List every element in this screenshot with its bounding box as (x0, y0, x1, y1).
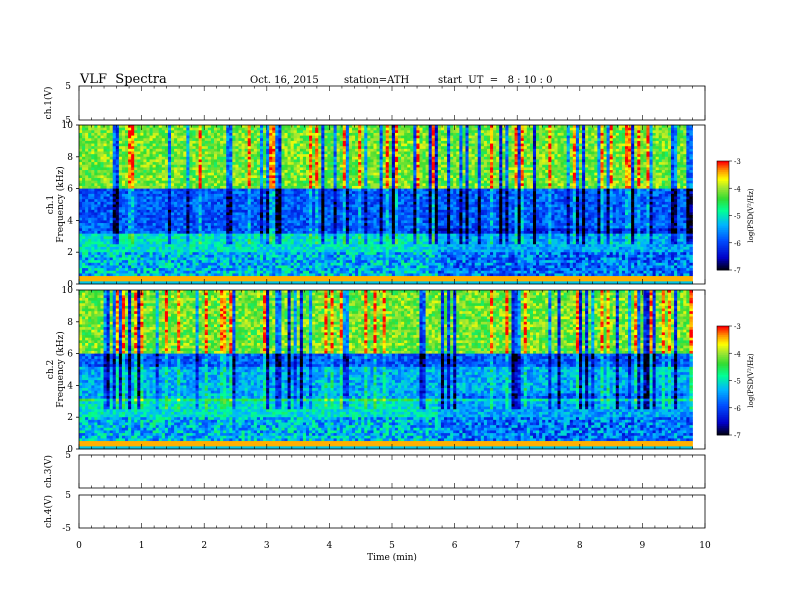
ch1-ytick-label: -5 (62, 116, 71, 126)
station-label: station=ATH (344, 75, 409, 86)
ch2-ytick-label: 6 (67, 350, 73, 360)
ch4-panel-frame (78, 494, 706, 529)
ch2-ylabel-2: Frequency (kHz) (55, 331, 66, 408)
ch1-colorbar-label: -5 (734, 213, 741, 221)
ch2-colorbar-label: -3 (734, 323, 741, 331)
xtick-label: 8 (577, 541, 583, 551)
ch2-ylabel: ch.2 (46, 360, 56, 379)
ch2-colorbar-label: -7 (734, 432, 741, 440)
xtick-label: 5 (389, 541, 395, 551)
ch4-ylabel: ch.4(V) (43, 495, 54, 528)
ch1-panel-frame (78, 85, 706, 121)
ch1-ytick-label: 10 (62, 121, 74, 131)
ch1-ytick-label: 5 (65, 82, 71, 92)
xtick-label: 9 (640, 541, 646, 551)
ch2-spectrogram (79, 290, 693, 450)
xtick-label: 4 (327, 541, 333, 551)
ch1-ytick-label: 2 (67, 248, 73, 258)
ch2-ytick-label: 4 (67, 381, 73, 391)
ch1-colorbar-title: log(PSD(V²/Hz) (747, 188, 755, 243)
ch4-ytick-label: -5 (62, 524, 71, 534)
ch1-colorbar-label: -4 (734, 185, 741, 193)
ch4-ytick-label: 5 (65, 491, 71, 501)
ch2-ytick-label: 8 (67, 318, 73, 328)
ch1-colorbar (717, 161, 729, 271)
ch2-colorbar-label: -4 (734, 350, 741, 358)
ch2-ytick-label: 10 (62, 286, 74, 296)
xtick-label: 7 (514, 541, 520, 551)
ch1-ytick-label: 0 (67, 280, 73, 290)
xtick-label: 2 (201, 541, 207, 551)
ch3-ylabel: ch.3(V) (43, 455, 54, 488)
ch2-ytick-label: 2 (67, 413, 73, 423)
ch1-ytick-label: 6 (67, 185, 73, 195)
xtick-label: 0 (76, 541, 82, 551)
xtick-label: 6 (452, 541, 458, 551)
ch1-ylabel: ch.1 (46, 195, 56, 214)
ch1-colorbar-label: -6 (734, 240, 741, 248)
ch1-ylabel-2: Frequency (kHz) (55, 166, 66, 243)
ch1-ylabel: ch.1(V) (43, 87, 54, 120)
start-time-label: start UT = 8 : 10 : 0 (438, 75, 553, 86)
ch3-ytick-label: 5 (65, 451, 71, 461)
xtick-label: 10 (699, 541, 711, 551)
ch2-colorbar-label: -6 (734, 405, 741, 413)
ch2-colorbar (717, 326, 729, 436)
xaxis-label: Time (min) (367, 552, 417, 563)
ch1-colorbar-label: -3 (734, 158, 741, 166)
ch1-ytick-label: 8 (67, 153, 73, 163)
xtick-label: 3 (264, 541, 270, 551)
date-label: Oct. 16, 2015 (250, 75, 319, 86)
chart-title: VLF Spectra (80, 72, 167, 87)
ch2-colorbar-title: log(PSD(V²/Hz) (747, 353, 755, 408)
ch2-ytick-label: 0 (67, 445, 73, 455)
ch1-colorbar-label: -7 (734, 267, 741, 275)
ch2-colorbar-label: -5 (734, 378, 741, 386)
ch1-ytick-label: 4 (67, 216, 73, 226)
ch1-spectrogram (79, 125, 693, 285)
xtick-label: 1 (139, 541, 145, 551)
